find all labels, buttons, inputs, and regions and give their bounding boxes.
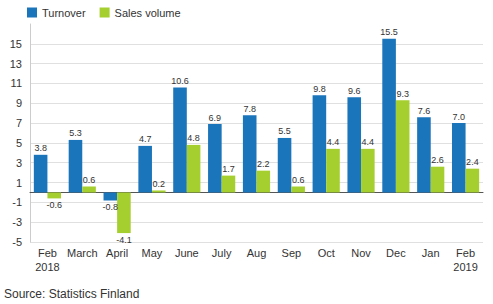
svg-text:Nov: Nov — [351, 247, 371, 259]
svg-text:2018: 2018 — [35, 261, 59, 273]
svg-text:Feb: Feb — [456, 247, 475, 259]
svg-text:Dec: Dec — [386, 247, 406, 259]
svg-text:Turnover: Turnover — [42, 7, 86, 19]
svg-text:1: 1 — [16, 177, 22, 189]
svg-text:9.8: 9.8 — [313, 84, 326, 94]
svg-text:7.6: 7.6 — [418, 106, 431, 116]
svg-text:2.4: 2.4 — [466, 157, 479, 167]
svg-text:0.2: 0.2 — [152, 179, 165, 189]
svg-text:3.8: 3.8 — [34, 143, 47, 153]
svg-text:5.3: 5.3 — [69, 128, 82, 138]
svg-text:Source: Statistics Finland: Source: Statistics Finland — [4, 287, 139, 301]
svg-text:2.6: 2.6 — [431, 155, 444, 165]
svg-text:3: 3 — [16, 157, 22, 169]
svg-text:13: 13 — [10, 58, 22, 70]
svg-text:Jan: Jan — [422, 247, 440, 259]
svg-text:4.7: 4.7 — [139, 134, 152, 144]
svg-text:Feb: Feb — [38, 247, 57, 259]
svg-text:7.0: 7.0 — [453, 112, 466, 122]
svg-text:4.4: 4.4 — [327, 137, 340, 147]
svg-text:June: June — [175, 247, 199, 259]
svg-text:0.6: 0.6 — [83, 175, 96, 185]
svg-text:2019: 2019 — [453, 261, 477, 273]
svg-text:-0.8: -0.8 — [103, 202, 119, 212]
svg-text:0.6: 0.6 — [292, 175, 305, 185]
svg-text:5.5: 5.5 — [278, 126, 291, 136]
svg-text:15.5: 15.5 — [380, 27, 398, 37]
svg-text:10.6: 10.6 — [171, 76, 189, 86]
svg-text:May: May — [142, 247, 163, 259]
svg-text:15: 15 — [10, 38, 22, 50]
svg-text:7: 7 — [16, 117, 22, 129]
svg-text:1.7: 1.7 — [222, 164, 235, 174]
svg-text:4.8: 4.8 — [187, 133, 200, 143]
svg-text:-0.6: -0.6 — [46, 200, 62, 210]
svg-text:Aug: Aug — [247, 247, 267, 259]
svg-text:April: April — [106, 247, 128, 259]
svg-text:6.9: 6.9 — [209, 113, 222, 123]
svg-text:-1: -1 — [12, 196, 22, 208]
svg-text:July: July — [212, 247, 232, 259]
svg-text:-4.1: -4.1 — [116, 235, 132, 245]
svg-text:4.4: 4.4 — [362, 137, 375, 147]
svg-text:Oct: Oct — [318, 247, 335, 259]
svg-text:2.2: 2.2 — [257, 159, 270, 169]
svg-text:5: 5 — [16, 137, 22, 149]
svg-text:March: March — [67, 247, 98, 259]
svg-text:-5: -5 — [12, 236, 22, 248]
svg-text:9: 9 — [16, 97, 22, 109]
svg-text:9.3: 9.3 — [396, 89, 409, 99]
svg-text:-3: -3 — [12, 216, 22, 228]
svg-text:7.8: 7.8 — [243, 104, 256, 114]
svg-text:Sales volume: Sales volume — [115, 7, 181, 19]
svg-text:9.6: 9.6 — [348, 86, 361, 96]
svg-text:11: 11 — [11, 77, 22, 89]
svg-text:Sep: Sep — [282, 247, 302, 259]
